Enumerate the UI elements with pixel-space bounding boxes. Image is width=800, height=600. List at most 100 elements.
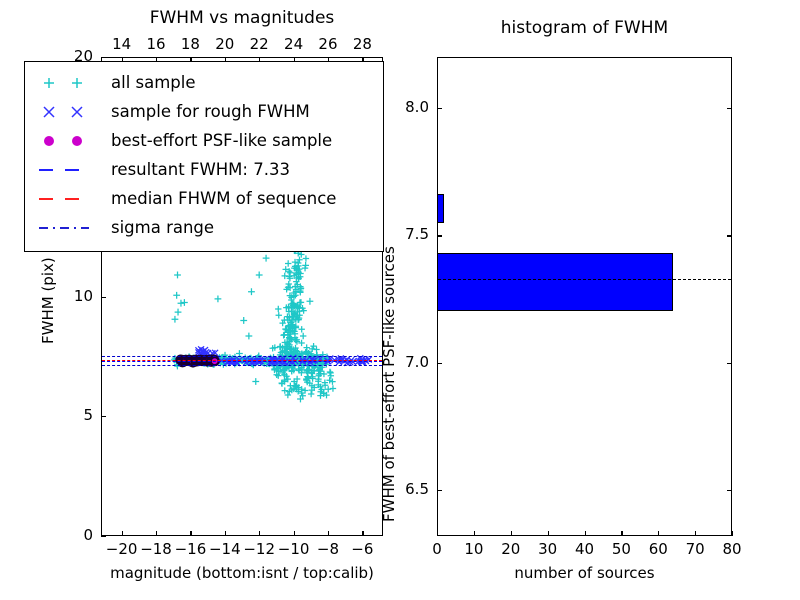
x-tick-top — [156, 57, 158, 62]
right-yaxis-label: FWHM of best-effort PSF-like sources — [380, 246, 398, 522]
legend-label: median FHWM of sequence — [111, 189, 337, 208]
legend-marker-dashed — [33, 184, 105, 213]
legend-item[interactable]: all sample — [33, 68, 375, 97]
y-ticklabel-right-panel: 7.5 — [405, 225, 429, 244]
x-ticklabel-top: 18 — [180, 35, 200, 53]
y-ticklabel-right-panel: 6.5 — [405, 480, 429, 499]
x-tick-bottom — [259, 531, 261, 536]
x-ticklabel-top: 24 — [284, 35, 304, 53]
histogram-bar — [437, 194, 445, 224]
x-ticklabel-bottom: −20 — [105, 540, 138, 558]
right-xaxis-label: number of sources — [514, 564, 655, 582]
x-ticklabel-bottom: −6 — [351, 540, 374, 558]
x-tick-bottom — [293, 531, 295, 536]
x-tick-right-panel — [621, 531, 623, 536]
legend-marker-plus — [33, 68, 105, 97]
x-tick-bottom — [121, 531, 123, 536]
x-tick-bottom — [190, 531, 192, 536]
x-tick-top — [224, 57, 226, 62]
legend-item[interactable]: resultant FWHM: 7.33 — [33, 155, 375, 184]
legend-label: all sample — [111, 73, 196, 92]
y-ticklabel-left: 0 — [83, 526, 93, 544]
left-yaxis-label: FWHM (pix) — [39, 257, 57, 345]
sigma-range-upper-line — [102, 355, 382, 357]
legend-label: resultant FWHM: 7.33 — [111, 160, 290, 179]
x-tick-right-panel — [473, 531, 476, 536]
histogram-resultant-fwhm-line — [438, 278, 731, 280]
sigma-range-lower-line — [102, 364, 382, 366]
x-ticklabel-right-panel: 30 — [538, 540, 558, 558]
legend-item[interactable]: best-effort PSF-like sample — [33, 126, 375, 155]
x-tick-bottom — [362, 531, 364, 536]
legend-label: sample for rough FWHM — [111, 102, 310, 121]
x-tick-top — [121, 57, 123, 62]
y-tick-right-panel — [437, 107, 442, 110]
x-tick-top — [327, 57, 330, 62]
y-tick-right-panel — [437, 235, 442, 237]
y-ticklabel-right-panel: 7.0 — [405, 352, 429, 371]
x-ticklabel-top: 16 — [146, 35, 166, 53]
x-tick-right-panel — [510, 531, 512, 536]
plot-legend: all sample sample for rough FWHM best-effo… — [24, 61, 384, 252]
left-xaxis-label: magnitude (bottom:isnt / top:calib) — [110, 564, 374, 582]
legend-label: best-effort PSF-like sample — [111, 131, 333, 150]
x-ticklabel-top: 14 — [112, 35, 132, 53]
legend-item[interactable]: sigma range — [33, 213, 375, 242]
y-ticklabel-right-panel: 8.0 — [405, 97, 429, 116]
x-tick-right-panel — [695, 531, 697, 536]
x-ticklabel-bottom: −18 — [140, 540, 172, 558]
x-ticklabel-bottom: −8 — [316, 540, 340, 558]
x-tick-bottom — [327, 531, 330, 536]
y-tick-right-panel-mirror — [727, 235, 732, 237]
x-tick-right-panel — [658, 531, 660, 536]
legend-marker-circle — [33, 126, 105, 155]
histogram-bar — [437, 252, 673, 312]
y-tick-right-panel-mirror — [727, 107, 732, 110]
left-plot-title: FWHM vs magnitudes — [149, 8, 335, 28]
right-plot-title: histogram of FWHM — [500, 18, 669, 38]
legend-item[interactable]: sample for rough FWHM — [33, 97, 375, 126]
y-tick-right-panel — [437, 362, 442, 364]
x-ticklabel-right-panel: 10 — [464, 540, 484, 558]
y-tick-left — [101, 416, 106, 418]
y-tick-left — [101, 296, 106, 298]
legend-marker-dashed — [33, 155, 105, 184]
x-ticklabel-right-panel: 50 — [611, 540, 631, 558]
x-ticklabel-top: 22 — [249, 35, 269, 53]
y-tick-left — [101, 536, 106, 538]
x-tick-right-panel — [437, 531, 439, 536]
legend-marker-cross — [33, 97, 105, 126]
x-tick-right-panel — [584, 531, 586, 536]
x-ticklabel-top: 20 — [215, 35, 235, 53]
resultant-fwhm-line — [102, 360, 382, 362]
x-ticklabel-bottom: −12 — [243, 540, 276, 558]
x-ticklabel-top: 28 — [352, 35, 372, 53]
x-ticklabel-right-panel: 0 — [432, 540, 442, 558]
x-tick-top — [293, 57, 295, 62]
y-ticklabel-left: 20 — [73, 47, 93, 65]
legend-marker-dashdot — [33, 213, 105, 242]
x-ticklabel-right-panel: 60 — [648, 540, 668, 558]
y-ticklabel-left: 10 — [73, 286, 93, 305]
x-ticklabel-bottom: −14 — [208, 540, 241, 558]
legend-item[interactable]: median FHWM of sequence — [33, 184, 375, 213]
x-tick-top — [259, 57, 261, 62]
x-tick-right-panel — [732, 531, 734, 536]
x-ticklabel-top: 26 — [318, 35, 338, 53]
y-tick-right-panel-mirror — [727, 362, 732, 364]
y-ticklabel-left: 5 — [83, 406, 93, 425]
y-tick-right-panel-mirror — [727, 490, 732, 492]
x-ticklabel-bottom: −10 — [277, 540, 310, 558]
x-ticklabel-bottom: −16 — [174, 540, 207, 558]
legend-label: sigma range — [111, 218, 215, 237]
x-tick-top — [362, 57, 364, 62]
y-tick-left — [101, 57, 106, 59]
x-tick-bottom — [224, 531, 226, 536]
x-ticklabel-right-panel: 20 — [501, 540, 521, 558]
x-ticklabel-right-panel: 80 — [722, 540, 742, 558]
x-ticklabel-right-panel: 70 — [685, 540, 705, 558]
x-tick-right-panel — [547, 531, 549, 536]
x-tick-top — [190, 57, 192, 62]
median-fwhm-line — [102, 360, 382, 362]
